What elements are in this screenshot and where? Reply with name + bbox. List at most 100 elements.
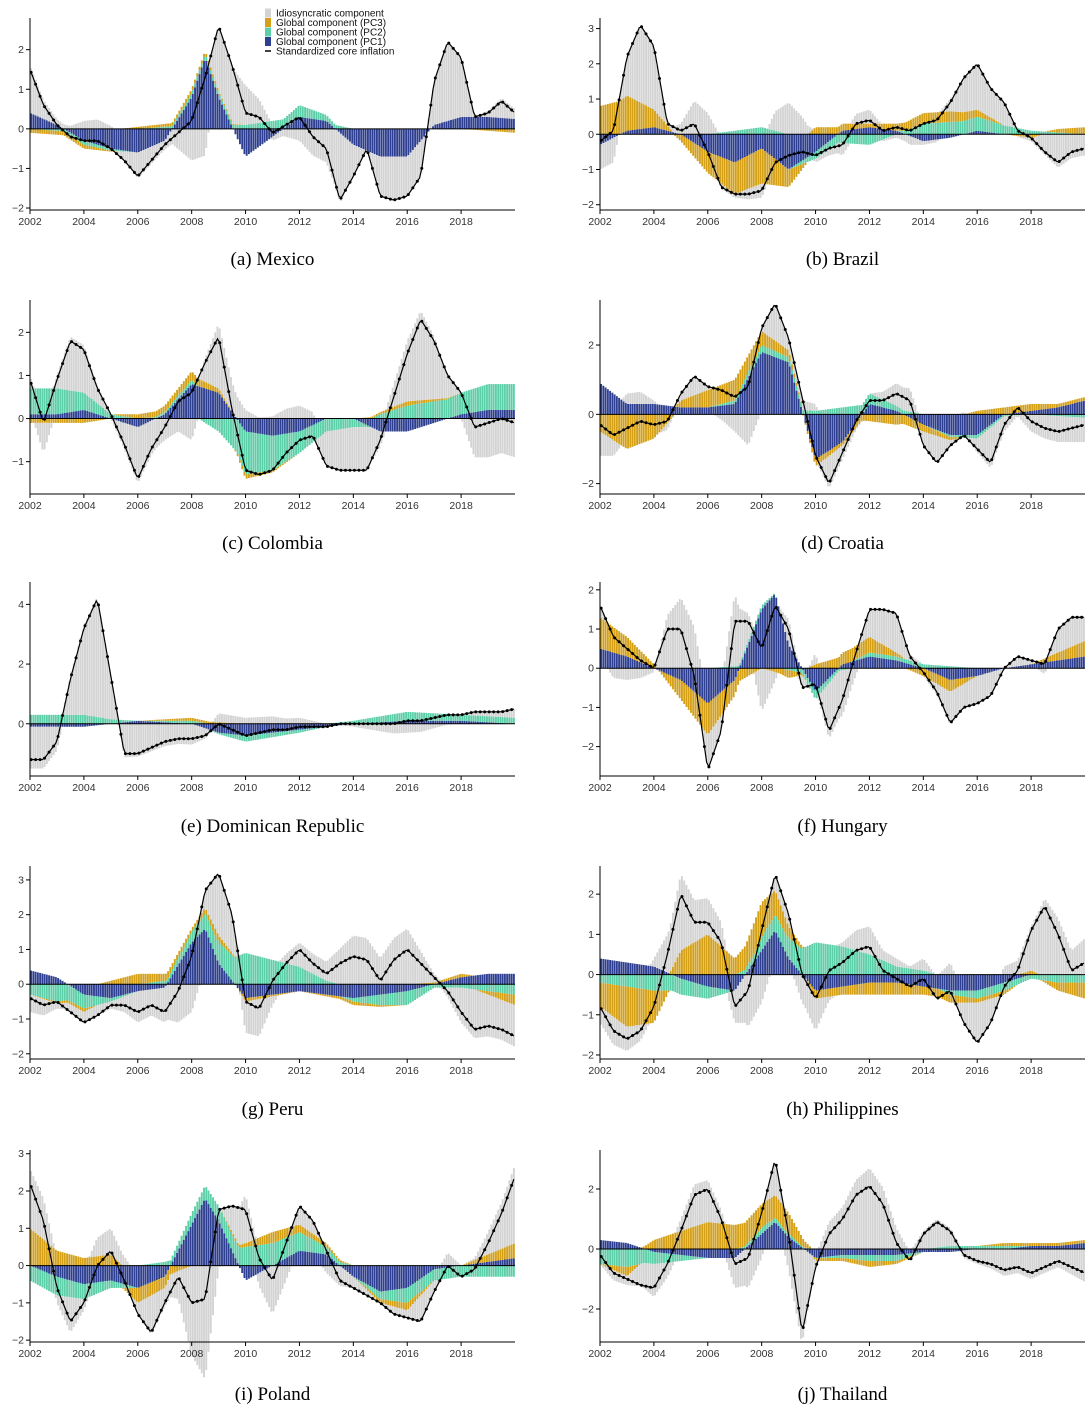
bar-segment-pc1 — [768, 134, 771, 155]
bar-segment-pc3 — [910, 418, 912, 427]
bar-segment-pc3 — [66, 133, 68, 138]
bar-segment-idio — [835, 673, 838, 723]
bar-segment-pc1 — [200, 67, 203, 129]
bar-segment-pc2 — [59, 128, 62, 132]
bar-segment-pc2 — [423, 402, 426, 419]
bar-segment-pc1 — [434, 720, 437, 724]
bar-segment-idio — [337, 429, 340, 470]
bar-segment-pc2 — [306, 728, 309, 731]
bar-segment-pc2 — [764, 602, 766, 606]
bar-segment-pc2 — [977, 434, 980, 438]
bar-segment-pc1 — [613, 652, 616, 669]
bar-segment-pc2 — [835, 670, 838, 674]
bar-segment-pc1 — [393, 418, 396, 432]
bar-segment-pc2 — [151, 720, 154, 722]
bar-segment-pc1 — [676, 406, 679, 415]
bar-segment-pc1 — [633, 403, 636, 415]
bar-segment-pc3 — [604, 104, 607, 135]
bar-segment-idio — [687, 383, 690, 398]
bar-segment-idio — [963, 76, 966, 113]
bar-segment-pc3 — [809, 666, 811, 669]
bar-segment-pc1 — [477, 411, 479, 419]
bar-segment-pc2 — [236, 734, 239, 740]
bar-segment-pc3 — [757, 668, 760, 671]
bar-segment-pc3 — [629, 97, 632, 131]
bar-segment-pc1 — [461, 414, 464, 419]
bar-segment-idio — [851, 432, 854, 438]
bar-segment-pc2 — [36, 714, 39, 724]
bar-segment-pc2 — [205, 418, 208, 424]
bar-segment-pc1 — [205, 723, 208, 729]
bar-segment-pc3 — [804, 422, 807, 425]
bar-segment-pc1 — [41, 723, 44, 727]
bar-segment-idio — [299, 128, 302, 142]
bar-segment-pc1 — [160, 415, 163, 419]
bar-segment-pc3 — [1033, 403, 1036, 411]
bar-segment-idio — [382, 723, 385, 732]
bar-segment-idio — [490, 711, 493, 717]
bar-segment-idio — [205, 355, 208, 383]
bar-segment-pc2 — [155, 416, 158, 419]
bar-segment-pc1 — [1047, 408, 1049, 415]
bar-segment-pc3 — [185, 378, 187, 387]
bar-segment-pc2 — [842, 407, 845, 415]
bar-segment-pc3 — [707, 702, 710, 734]
bar-segment-pc1 — [461, 720, 464, 724]
bar-segment-pc1 — [81, 410, 84, 419]
bar-segment-pc3 — [164, 404, 167, 411]
bar-segment-pc2 — [115, 415, 118, 419]
bar-segment-pc2 — [813, 152, 816, 160]
bar-segment-pc3 — [878, 414, 881, 423]
bar-segment-pc1 — [290, 122, 293, 129]
bar-segment-pc1 — [730, 404, 733, 415]
bar-segment-idio — [373, 154, 376, 177]
bar-segment-pc1 — [140, 720, 143, 724]
bar-segment-idio — [104, 643, 107, 719]
bar-segment-pc3 — [898, 414, 901, 425]
bar-segment-idio — [512, 709, 515, 718]
bar-segment-pc3 — [721, 157, 724, 185]
bar-segment-pc1 — [645, 403, 647, 415]
bar-segment-pc1 — [622, 655, 625, 669]
bar-segment-idio — [862, 627, 865, 641]
bar-segment-pc1 — [380, 418, 383, 432]
bar-segment-idio — [737, 414, 740, 436]
bar-segment-pc1 — [346, 128, 349, 140]
bar-segment-pc3 — [1055, 129, 1058, 133]
bar-segment-idio — [117, 151, 120, 156]
bar-segment-idio — [824, 151, 827, 158]
bar-segment-pc3 — [793, 167, 796, 180]
bar-segment-pc2 — [477, 715, 479, 722]
bar-segment-pc1 — [447, 120, 450, 129]
bar-segment-idio — [124, 723, 127, 758]
bar-segment-idio — [164, 418, 167, 440]
bar-segment-pc3 — [645, 414, 647, 442]
bar-segment-pc2 — [479, 715, 482, 722]
bar-segment-idio — [975, 438, 978, 451]
bar-segment-pc1 — [701, 407, 704, 415]
bar-segment-idio — [252, 717, 255, 724]
bar-segment-idio — [425, 723, 428, 731]
bar-segment-pc1 — [30, 414, 33, 419]
bar-segment-pc3 — [1058, 403, 1061, 408]
bar-segment-pc2 — [221, 418, 223, 436]
bar-segment-idio — [209, 343, 212, 385]
bar-segment-pc2 — [196, 76, 199, 81]
bar-segment-pc1 — [833, 668, 836, 673]
bar-segment-pc3 — [1076, 399, 1079, 403]
bar-segment-pc3 — [420, 400, 423, 404]
bar-segment-idio — [360, 723, 363, 729]
bar-segment-pc1 — [689, 407, 692, 415]
bar-segment-pc2 — [290, 730, 293, 735]
bar-segment-idio — [741, 191, 744, 199]
bar-segment-pc2 — [730, 131, 733, 135]
bar-segment-pc2 — [151, 417, 154, 419]
bar-segment-pc1 — [506, 118, 509, 129]
bar-segment-idio — [182, 128, 185, 154]
bar-segment-pc2 — [61, 389, 64, 414]
bar-segment-pc1 — [72, 723, 75, 727]
bar-segment-pc1 — [52, 723, 55, 727]
bar-segment-pc2 — [322, 420, 324, 435]
bar-segment-pc3 — [189, 91, 192, 96]
bar-segment-pc1 — [111, 128, 113, 149]
